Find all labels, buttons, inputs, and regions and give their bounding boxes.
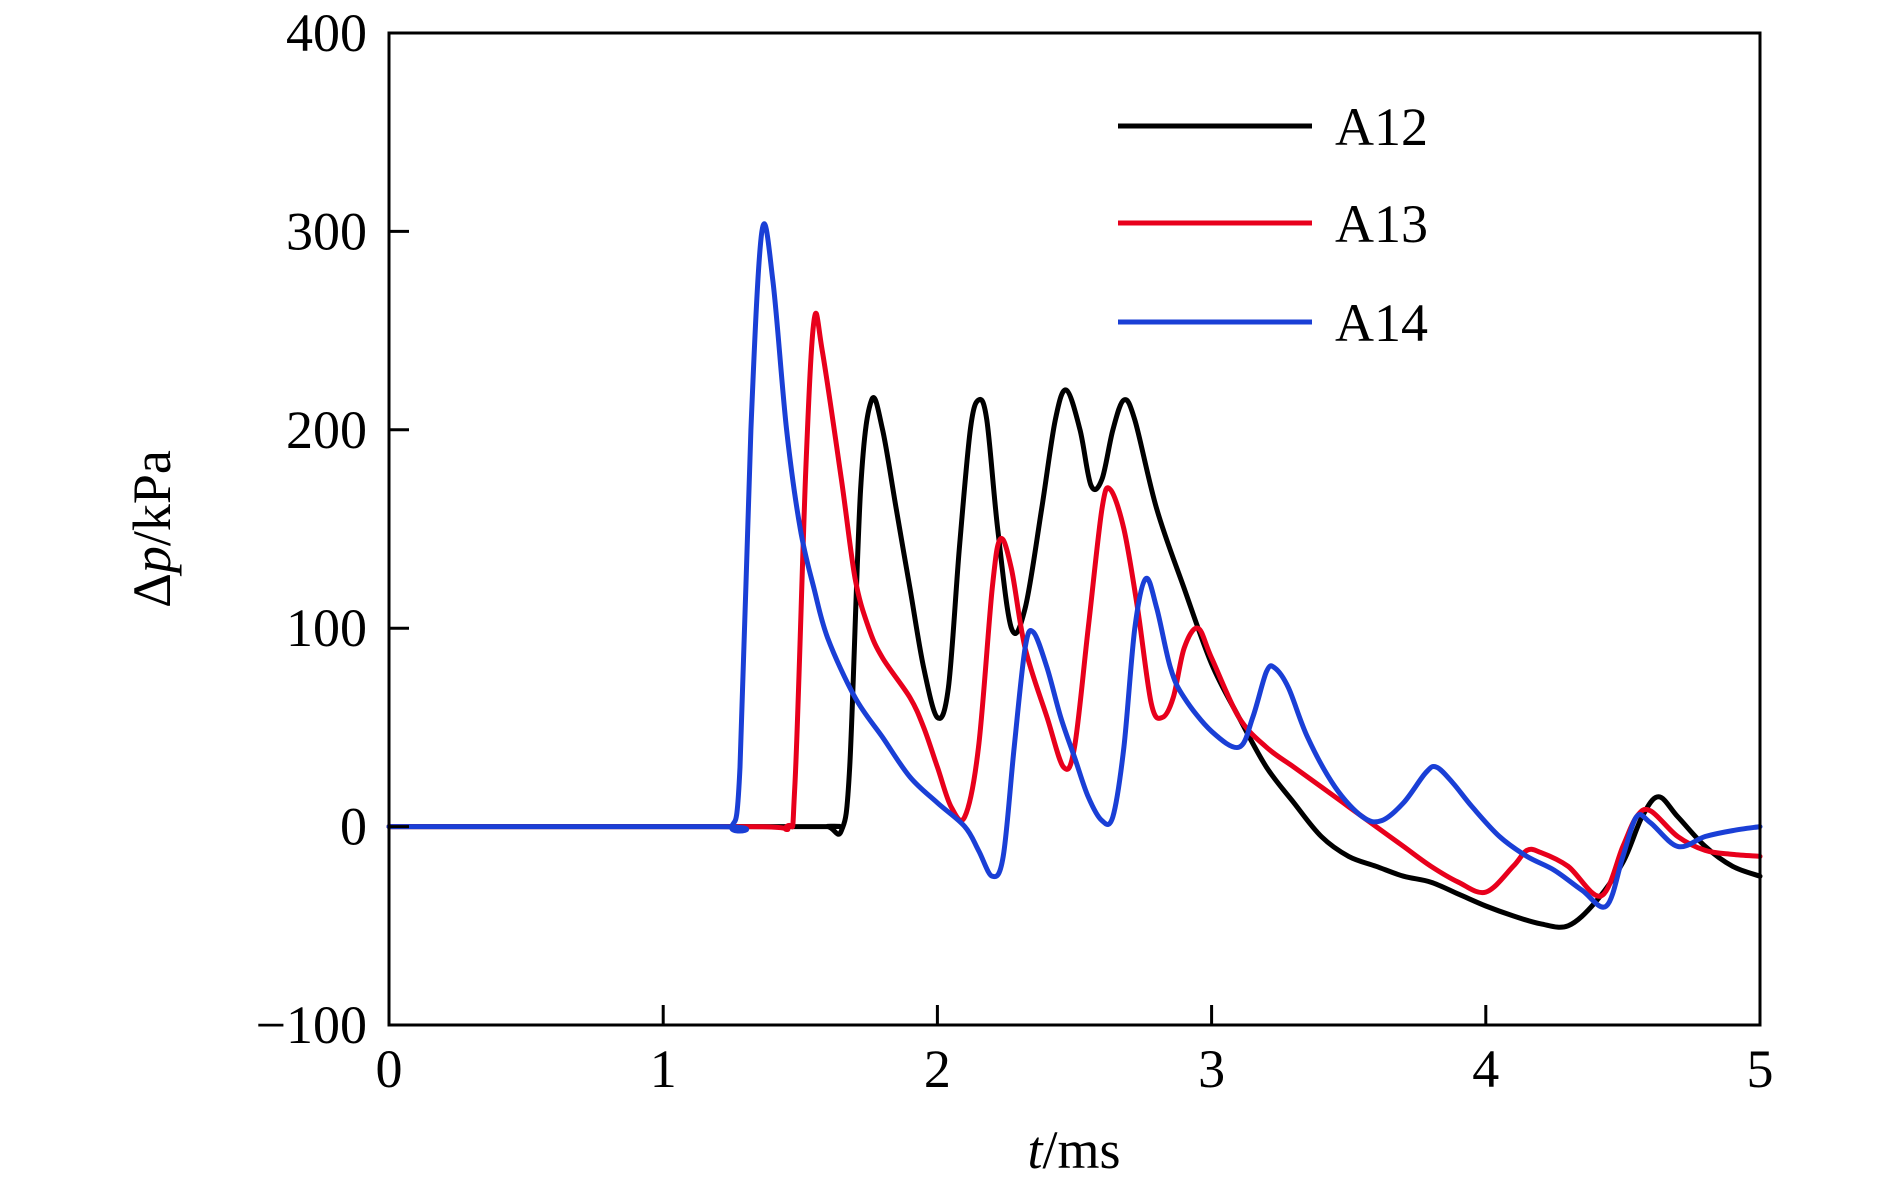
legend-label-a12: A12 <box>1335 97 1428 157</box>
y-tick-label: 300 <box>286 201 367 261</box>
x-tick-label: 0 <box>376 1039 403 1099</box>
plot-frame <box>387 31 1762 1027</box>
legend-label-a13: A13 <box>1335 194 1428 254</box>
series-layer <box>386 221 1763 930</box>
series-line-a14 <box>386 221 1763 910</box>
legend: A12 A13 A14 <box>1118 97 1428 353</box>
x-axis-label: t/ms <box>1027 1120 1120 1180</box>
y-tick-label: −100 <box>256 995 367 1055</box>
y-axis-label: Δp/kPa <box>122 450 182 608</box>
legend-label-a14: A14 <box>1335 293 1428 353</box>
series-line-a12 <box>386 387 1763 930</box>
x-tick-label: 4 <box>1472 1039 1499 1099</box>
x-tick-label: 5 <box>1747 1039 1774 1099</box>
x-tick-label: 3 <box>1198 1039 1225 1099</box>
y-tick-label: 200 <box>286 400 367 460</box>
y-tick-label: 400 <box>286 3 367 63</box>
ticks-layer <box>387 31 1762 1027</box>
y-tick-label: 100 <box>286 598 367 658</box>
x-tick-label: 1 <box>650 1039 677 1099</box>
x-tick-label: 2 <box>924 1039 951 1099</box>
y-tick-label: 0 <box>340 797 367 857</box>
